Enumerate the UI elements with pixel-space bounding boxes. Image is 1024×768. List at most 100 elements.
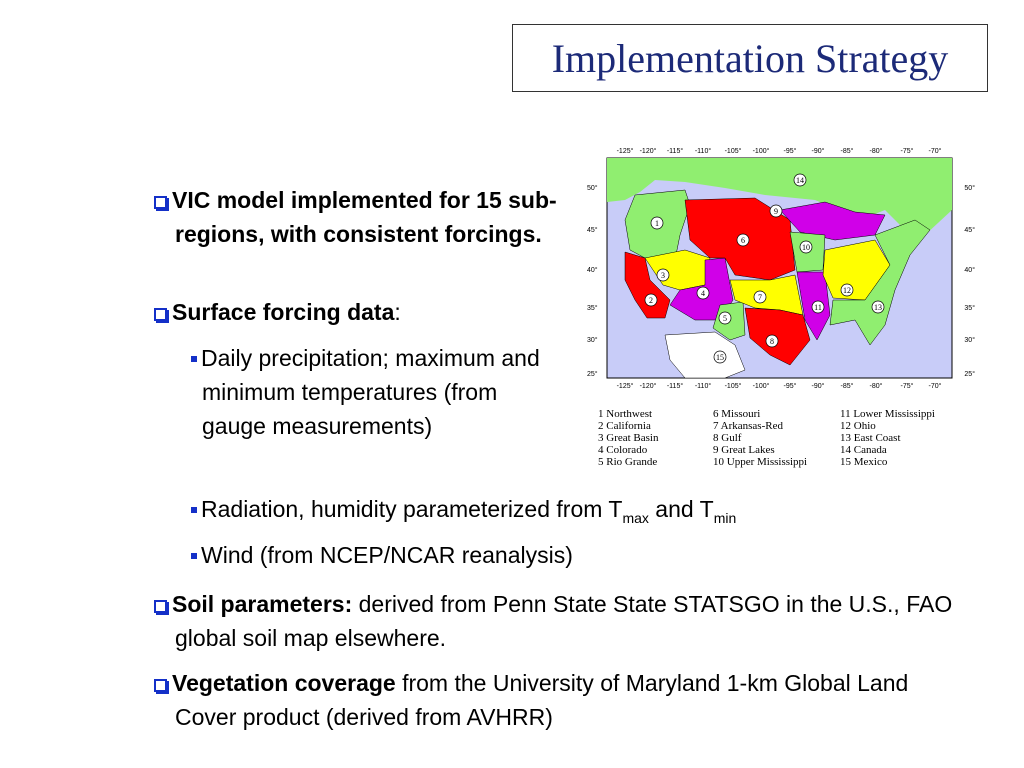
map-legend: 1 Northwest 2 California 3 Great Basin 4… xyxy=(598,408,978,472)
title-box: Implementation Strategy xyxy=(512,24,988,92)
lon-label: -100° xyxy=(753,147,770,155)
lon-label: -105° xyxy=(725,382,742,390)
legend-item: 3 Great Basin xyxy=(598,432,659,444)
surface-forcing-label: Surface forcing data xyxy=(172,299,395,325)
vegetation-label: Vegetation coverage xyxy=(172,670,396,696)
legend-item: 9 Great Lakes xyxy=(713,444,775,456)
legend-item: 12 Ohio xyxy=(840,420,876,432)
region-number-label: 8 xyxy=(770,337,774,346)
legend-item: 5 Rio Grande xyxy=(598,456,658,468)
region-number-label: 11 xyxy=(814,303,822,312)
lon-label: -70° xyxy=(929,382,942,390)
lon-label: -80° xyxy=(870,382,883,390)
region-number-circle xyxy=(644,293,658,307)
bullet-vic-model-text: VIC model implemented for 15 sub-regions… xyxy=(172,187,557,247)
subbullet-precipitation: Daily precipitation; maximum and minimum… xyxy=(189,341,547,443)
region-number-label: 5 xyxy=(723,314,727,323)
lon-label: -80° xyxy=(870,147,883,155)
bullet-vegetation: Vegetation coverage from the University … xyxy=(152,666,965,734)
region-number-label: 12 xyxy=(843,286,851,295)
region-number-label: 2 xyxy=(649,296,653,305)
lon-label: -125° xyxy=(617,382,634,390)
lon-label: -105° xyxy=(725,147,742,155)
tmax-subscript: max xyxy=(622,510,649,526)
bullet-vic-model: VIC model implemented for 15 sub-regions… xyxy=(152,183,570,251)
subbullet-radiation: Radiation, humidity parameterized from T… xyxy=(189,492,962,535)
radiation-and-text: and T xyxy=(648,496,714,522)
square-bullet-icon xyxy=(191,553,197,559)
lon-label: -115° xyxy=(667,382,683,390)
square-bullet-icon xyxy=(191,507,197,513)
bullet-surface-forcing: Surface forcing data: xyxy=(152,295,575,329)
subbullet-precipitation-text: Daily precipitation; maximum and minimum… xyxy=(201,345,540,439)
lon-label: -95° xyxy=(784,382,797,390)
region-number-circle xyxy=(656,268,670,282)
square-bullet-icon xyxy=(191,356,197,362)
legend-item: 13 East Coast xyxy=(840,432,901,444)
lon-label: -95° xyxy=(784,147,797,155)
bullet-soil-parameters: Soil parameters: derived from Penn State… xyxy=(152,587,995,655)
region-gulf xyxy=(744,307,811,366)
lon-label: -110° xyxy=(695,382,711,390)
lat-label: 25° xyxy=(964,370,975,378)
lat-label: 40° xyxy=(587,266,598,274)
region-number-circle xyxy=(840,283,854,297)
tmin-subscript: min xyxy=(713,510,737,526)
region-california xyxy=(624,251,671,319)
legend-item: 14 Canada xyxy=(840,444,887,456)
lat-label: 45° xyxy=(964,226,975,234)
lon-label: -85° xyxy=(841,382,854,390)
legend-col-3: 11 Lower Mississippi 12 Ohio 13 East Coa… xyxy=(840,408,935,468)
region-number-label: 6 xyxy=(741,236,745,245)
lat-label: 35° xyxy=(587,304,598,312)
slide-title: Implementation Strategy xyxy=(551,35,949,81)
lat-label: 25° xyxy=(587,370,598,378)
region-number-label: 13 xyxy=(874,303,882,312)
checkbox-bullet-icon xyxy=(154,308,167,321)
region-number-label: 3 xyxy=(661,271,665,280)
region-mexico xyxy=(664,331,746,379)
lon-label: -125° xyxy=(617,147,634,155)
lon-label: -85° xyxy=(841,147,854,155)
region-map: 1 2 3 4 5 6 7 8 9 10 11 12 13 14 15 -125° -125° -120° -12… xyxy=(585,140,977,390)
lon-label: -70° xyxy=(929,147,942,155)
lat-label: 50° xyxy=(964,184,975,192)
region-number-circle xyxy=(736,233,750,247)
lon-label: -115° xyxy=(667,147,683,155)
lon-label: -100° xyxy=(753,382,770,390)
region-number-circle xyxy=(799,240,813,254)
legend-item: 1 Northwest xyxy=(598,408,653,420)
legend-item: 7 Arkansas-Red xyxy=(713,420,783,432)
lon-label: -110° xyxy=(695,147,711,155)
checkbox-bullet-icon xyxy=(154,600,167,613)
legend-item: 8 Gulf xyxy=(713,432,742,444)
lon-label: -75° xyxy=(901,382,914,390)
lat-label: 40° xyxy=(964,266,975,274)
surface-forcing-colon: : xyxy=(394,299,401,325)
region-number-circle xyxy=(718,311,732,325)
region-number-label: 7 xyxy=(758,293,762,302)
legend-item: 15 Mexico xyxy=(840,456,888,468)
region-number-label: 10 xyxy=(802,243,810,252)
region-number-label: 9 xyxy=(774,207,778,216)
legend-item: 4 Colorado xyxy=(598,444,648,456)
legend-col-1: 1 Northwest 2 California 3 Great Basin 4… xyxy=(598,408,658,468)
lon-label: -120° xyxy=(640,382,657,390)
lat-label: 30° xyxy=(964,336,975,344)
region-number-circle xyxy=(793,173,807,187)
legend-item: 10 Upper Mississippi xyxy=(713,456,808,468)
soil-parameters-label: Soil parameters: xyxy=(172,591,353,617)
lat-label: 50° xyxy=(587,184,598,192)
checkbox-bullet-icon xyxy=(154,196,167,209)
region-number-label: 14 xyxy=(796,176,804,185)
lon-label: -90° xyxy=(812,147,825,155)
soil-parameters-text: derived from Penn State State STATSGO in… xyxy=(175,591,953,651)
region-number-circle xyxy=(753,290,767,304)
legend-item: 6 Missouri xyxy=(713,408,761,420)
vegetation-text: from the University of Maryland 1-km Glo… xyxy=(175,670,909,730)
subbullet-wind: Wind (from NCEP/NCAR reanalysis) xyxy=(189,538,902,572)
lon-label: -75° xyxy=(901,147,914,155)
lat-label: 30° xyxy=(587,336,598,344)
region-number-circle xyxy=(871,300,885,314)
legend-item: 11 Lower Mississippi xyxy=(840,408,935,420)
